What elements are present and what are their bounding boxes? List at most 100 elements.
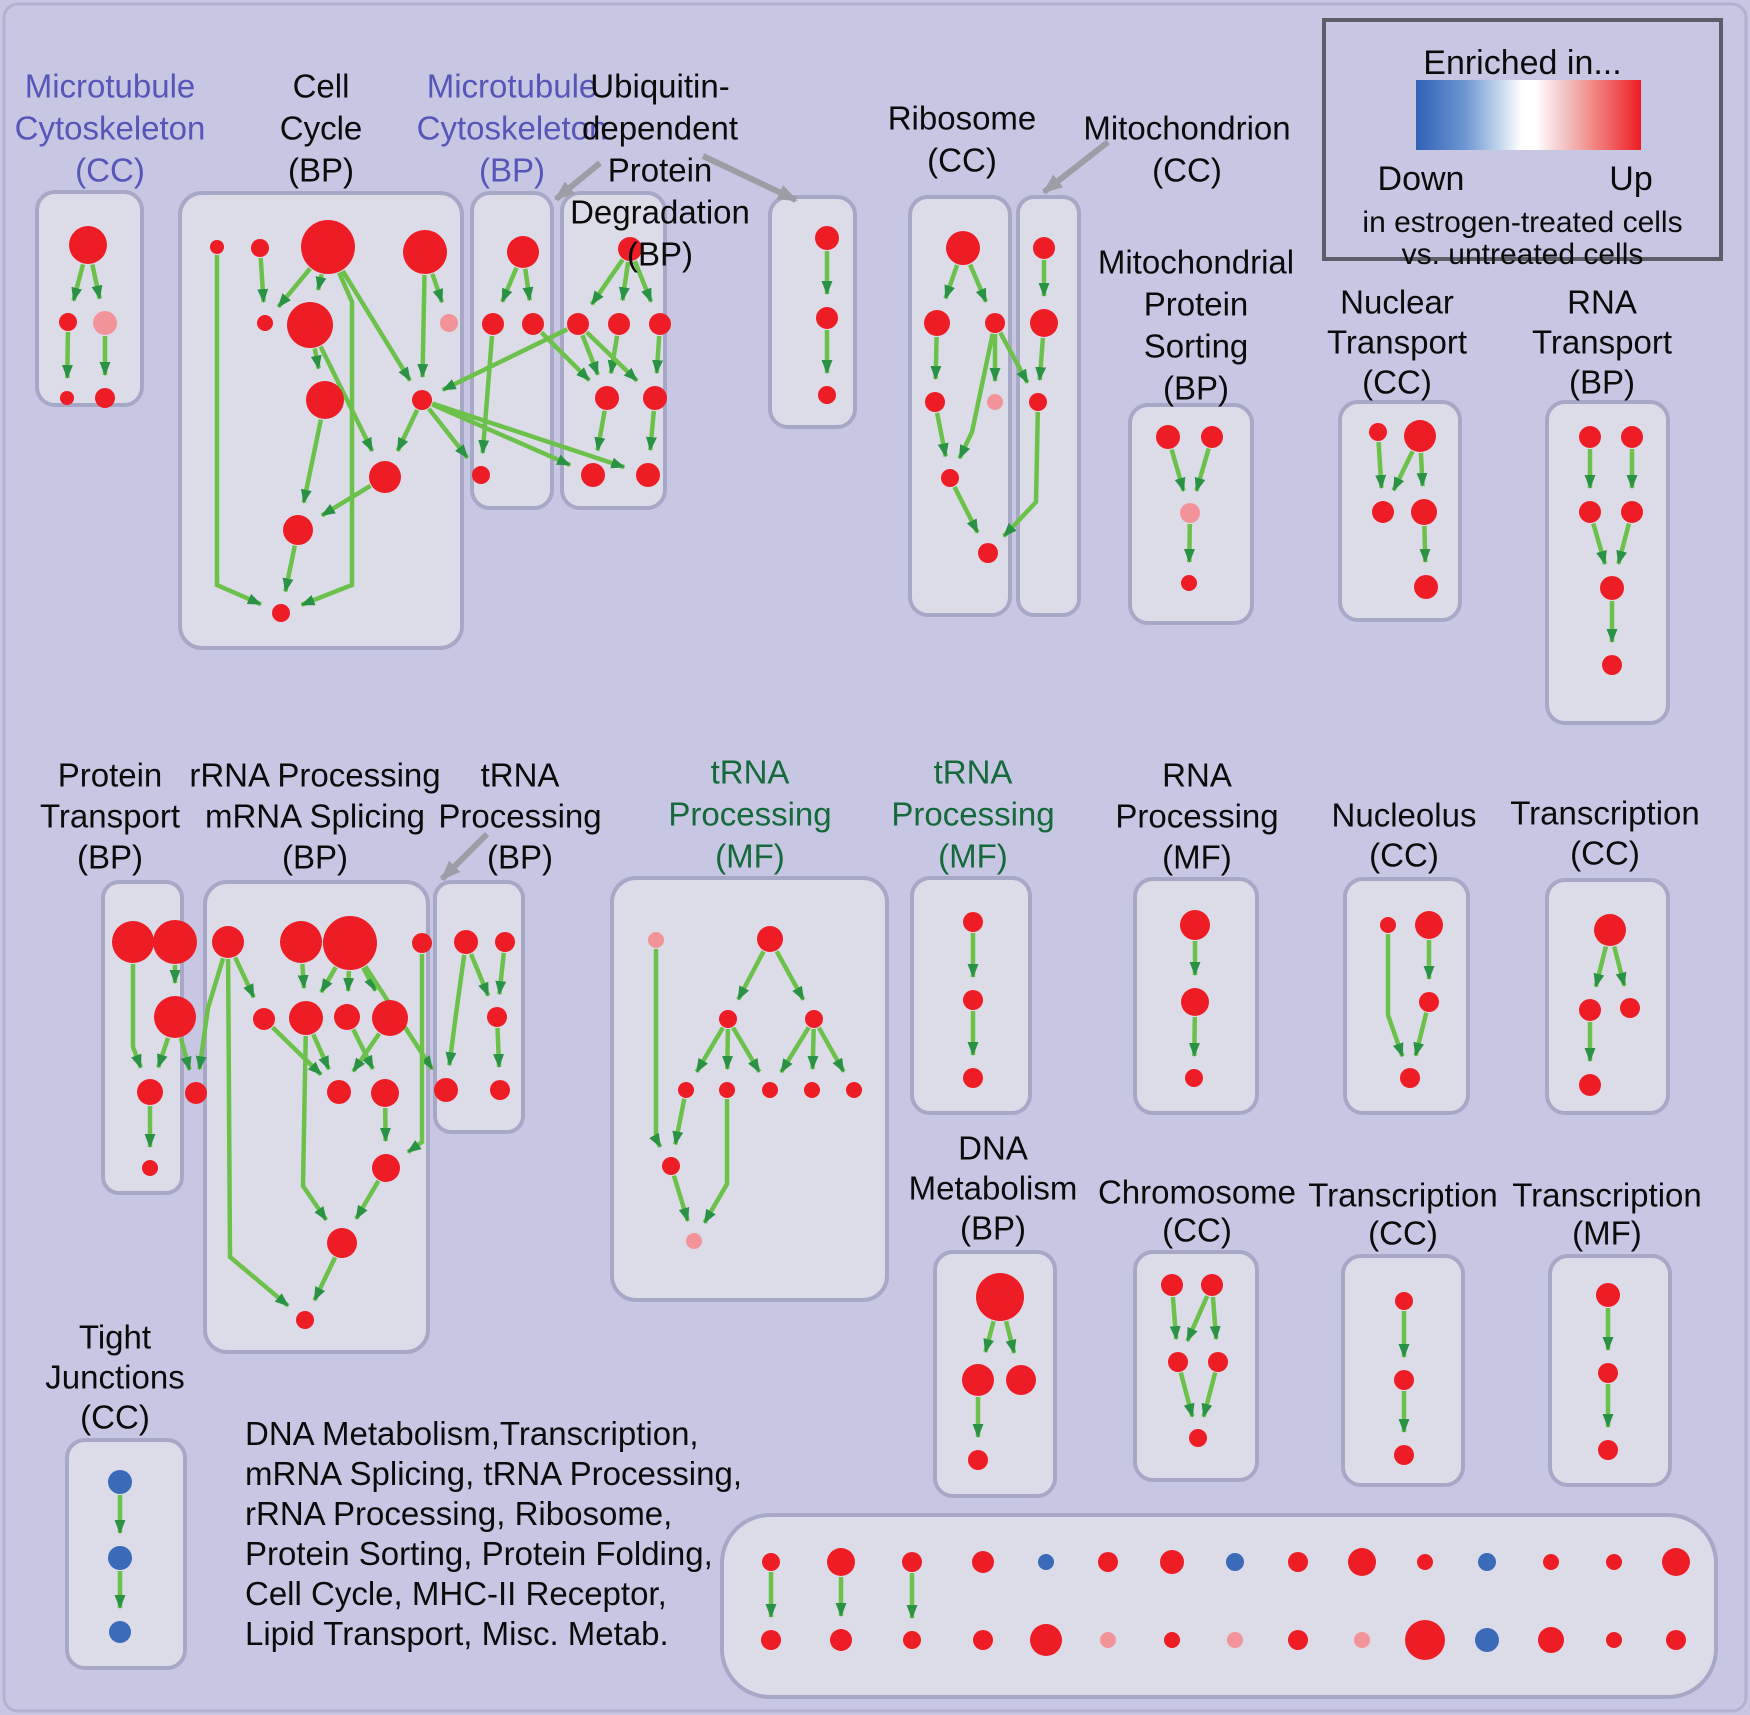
edge-arrow <box>1002 411 1041 538</box>
cluster-label-protein-transport-bp: Transport <box>40 798 180 835</box>
edge-arrow <box>1385 934 1405 1058</box>
go-term-node <box>1606 1632 1622 1648</box>
go-term-node <box>522 313 544 335</box>
cluster-label-nucleolus-cc: (CC) <box>1369 837 1439 874</box>
edge-arrow <box>430 273 445 304</box>
go-term-node <box>142 1160 158 1176</box>
cluster-label-protein-transport-bp: Protein <box>58 757 163 794</box>
cluster-label-ribosome-cc: (CC) <box>927 142 997 179</box>
edge-arrow <box>311 1033 331 1071</box>
go-term-node <box>507 236 539 268</box>
group-box-transcription-cc-row2 <box>1545 878 1670 1115</box>
go-term-node <box>112 921 154 963</box>
go-term-node <box>1030 1624 1062 1656</box>
cluster-label-microtubule-cytoskeleton-cc: Microtubule <box>25 68 196 105</box>
cluster-label-transcription-mf-row3: Transcription <box>1512 1177 1702 1214</box>
go-term-node <box>1098 1552 1118 1572</box>
go-term-node <box>289 1001 323 1035</box>
go-term-node <box>987 394 1003 410</box>
go-term-node <box>1594 914 1626 946</box>
legend-box: Enriched in... Down Up in estrogen-treat… <box>1322 18 1723 271</box>
go-term-node <box>1201 1274 1223 1296</box>
go-term-node <box>1185 1069 1203 1087</box>
edge-arrow <box>1188 1016 1200 1057</box>
edge-arrow <box>431 402 572 468</box>
edge-arrow <box>649 949 663 1148</box>
go-term-node <box>212 926 244 958</box>
go-term-node <box>1180 503 1200 523</box>
cluster-label-ubiquitin-dependent-protein-degradation-bp: Degradation <box>570 194 750 231</box>
edge-arrow <box>1391 450 1415 492</box>
edge-arrow <box>539 330 591 382</box>
edge-arrow <box>276 267 312 309</box>
go-term-node <box>1226 1553 1244 1571</box>
legend-up-label: Up <box>1609 160 1653 198</box>
go-term-node <box>1189 1429 1207 1447</box>
label-pointer-arrow <box>1042 139 1110 195</box>
cluster-label-ubiquitin-dependent-protein-degradation-bp: dependent <box>582 110 738 147</box>
cluster-label-microtubule-cytoskeleton-bp: Microtubule <box>427 68 598 105</box>
edge-arrow <box>968 263 989 303</box>
go-term-node <box>251 239 269 257</box>
cluster-label-microtubule-cytoskeleton-cc: (CC) <box>75 152 145 189</box>
go-term-node <box>804 1082 820 1098</box>
group-box-ubiquitin-2 <box>768 195 857 429</box>
go-term-node <box>827 1548 855 1576</box>
misc-cluster-list-line: rRNA Processing, Ribosome, <box>245 1495 673 1532</box>
go-term-node <box>334 1004 360 1030</box>
go-term-node <box>454 930 478 954</box>
cluster-label-transcription-cc-row2: Transcription <box>1510 795 1700 832</box>
go-term-node <box>1100 1632 1116 1648</box>
edge-arrow <box>312 1256 338 1302</box>
edge-arrow <box>431 401 626 470</box>
go-term-node <box>581 463 605 487</box>
edge-arrow <box>632 260 654 303</box>
legend-down-label: Down <box>1377 160 1465 198</box>
edge-arrow <box>952 485 980 534</box>
edge-arrow <box>495 952 507 996</box>
go-term-node <box>816 307 838 329</box>
go-term-node <box>1380 917 1396 933</box>
cluster-label-cell-cycle-bp: (BP) <box>288 152 354 189</box>
go-term-node <box>1417 1554 1433 1570</box>
go-term-node <box>487 1007 507 1027</box>
label-pointer-arrow <box>554 160 602 202</box>
go-term-node <box>1478 1553 1496 1571</box>
cluster-label-mitochondrion-cc: Mitochondrion <box>1083 110 1290 147</box>
go-term-node <box>1227 1632 1243 1648</box>
edge-arrow <box>343 970 355 992</box>
edge-arrow <box>297 963 309 990</box>
go-term-node <box>412 933 432 953</box>
go-term-node <box>662 1157 680 1175</box>
cluster-label-rna-transport-bp: Transport <box>1532 324 1672 361</box>
edge-arrow <box>672 1098 687 1146</box>
go-term-node <box>678 1082 694 1098</box>
edge-arrow <box>816 1026 846 1073</box>
go-term-node <box>1180 910 1210 940</box>
go-term-node <box>283 515 313 545</box>
go-term-node <box>643 386 667 410</box>
edge-arrow <box>807 1028 819 1070</box>
cluster-label-ubiquitin-dependent-protein-degradation-bp: (BP) <box>627 236 693 273</box>
go-term-node <box>1181 575 1197 591</box>
cluster-label-trna-processing-bp: (BP) <box>487 839 553 876</box>
go-term-node <box>1201 426 1223 448</box>
go-term-node <box>1372 501 1394 523</box>
edge-arrow <box>318 345 375 452</box>
legend-gradient-bar <box>1416 80 1641 150</box>
misc-cluster-list-line: Cell Cycle, MHC-II Receptor, <box>245 1575 667 1612</box>
edge-arrow <box>214 255 262 607</box>
go-term-node <box>1579 999 1601 1021</box>
go-term-node <box>434 1078 458 1102</box>
cluster-label-trna-processing-mf-1: tRNA <box>711 754 790 791</box>
go-term-node <box>1400 1068 1420 1088</box>
cluster-label-trna-processing-mf-1: (MF) <box>715 838 785 875</box>
go-term-node <box>686 1233 702 1249</box>
edge-arrow <box>1612 945 1627 987</box>
go-term-node <box>1033 237 1055 259</box>
go-term-node <box>1030 309 1058 337</box>
misc-cluster-list-line: Protein Sorting, Protein Folding, <box>245 1535 713 1572</box>
go-term-node <box>257 315 273 331</box>
edge-arrow <box>300 419 324 504</box>
go-term-node <box>327 1228 357 1258</box>
